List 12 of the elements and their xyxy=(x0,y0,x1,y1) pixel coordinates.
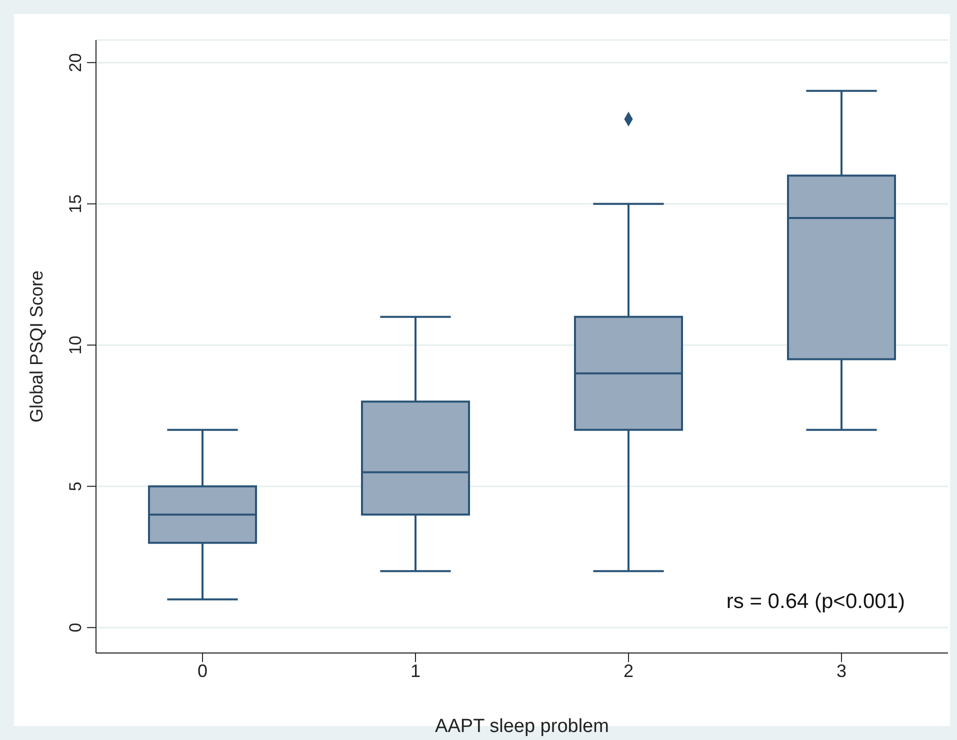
y-tick-label: 15 xyxy=(66,194,85,214)
y-tick-label: 10 xyxy=(66,336,85,355)
x-tick-label: 0 xyxy=(197,660,208,681)
annotation: rs = 0.64 (p<0.001) xyxy=(726,590,905,614)
x-tick-label: 2 xyxy=(623,660,634,681)
x-tick-label: 3 xyxy=(836,660,847,681)
x-tick-label: 1 xyxy=(410,660,421,681)
x-axis-title: AAPT sleep problem xyxy=(435,716,609,737)
y-tick-label: 20 xyxy=(66,53,85,72)
y-axis-title: Global PSQI Score xyxy=(26,270,46,423)
y-tick-label: 0 xyxy=(66,622,85,632)
y-tick-label: 5 xyxy=(66,482,85,492)
